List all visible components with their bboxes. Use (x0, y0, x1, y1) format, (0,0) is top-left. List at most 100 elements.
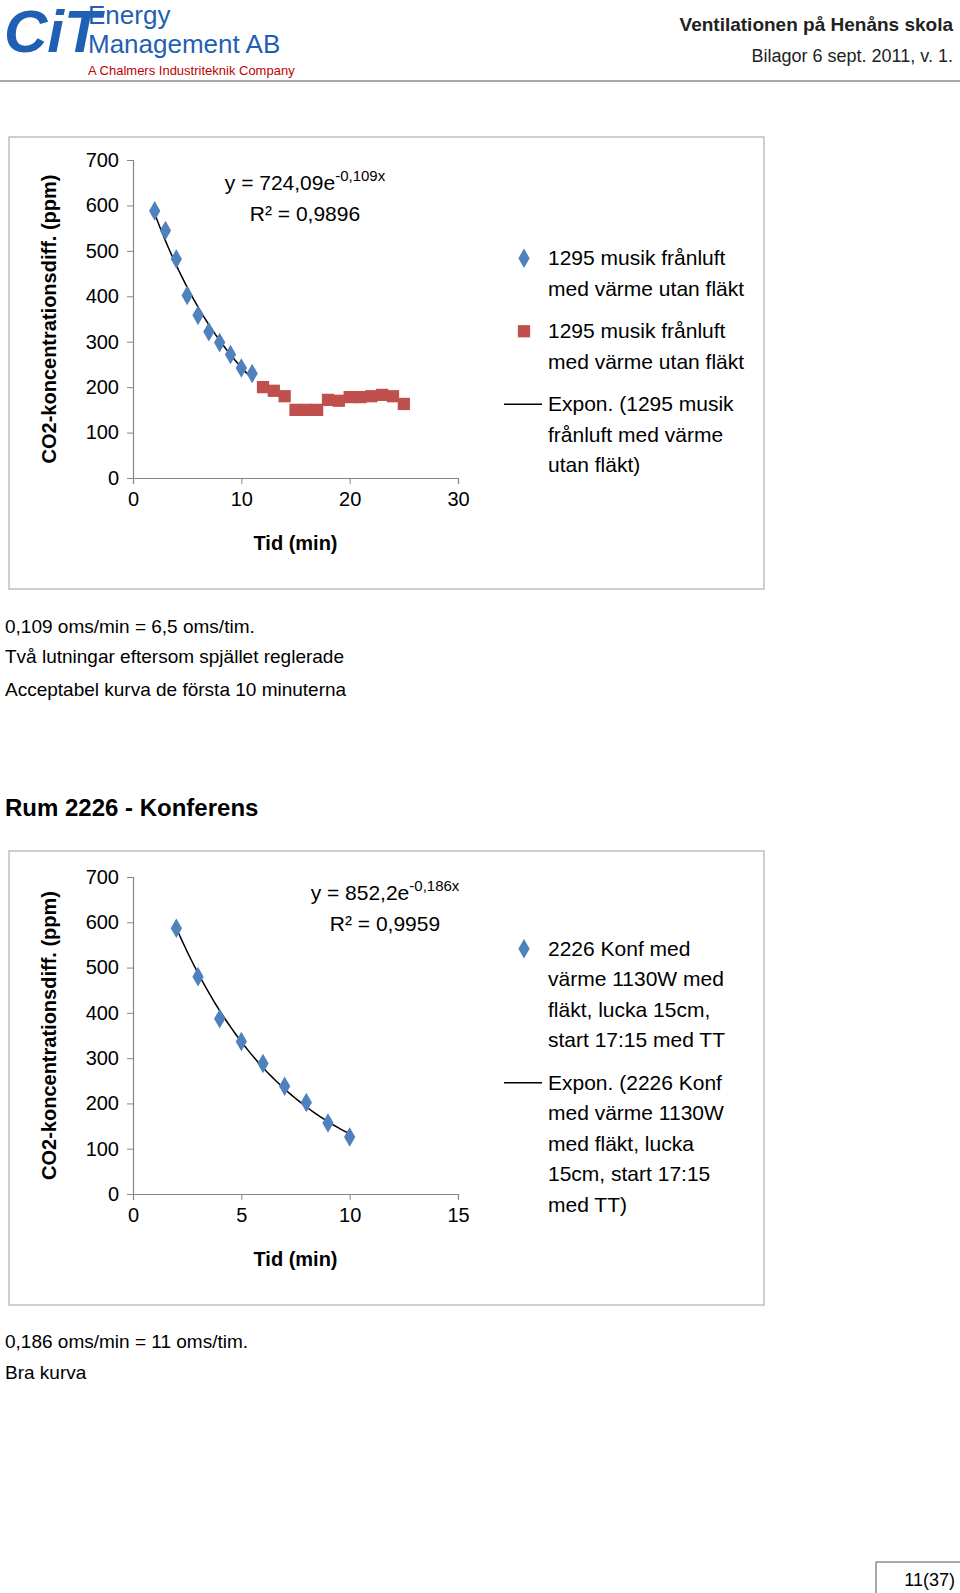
tick-label: 300 (86, 331, 119, 353)
trendline-r2: R² = 0,9959 (330, 912, 440, 935)
tick-label: 5 (236, 1204, 247, 1226)
tick: 700 (86, 866, 133, 888)
equation-exponent: -0,186x (409, 877, 460, 894)
tick-mark (127, 1013, 133, 1014)
tick-mark (127, 877, 133, 878)
chart: 01002003004005006007000102030Tid (min)CO… (9, 137, 764, 589)
tick: 0 (108, 1183, 133, 1205)
tick-label: 400 (86, 1002, 119, 1024)
data-point (279, 390, 291, 402)
legend-marker (518, 248, 529, 268)
x-axis-title: Tid (min) (253, 532, 337, 554)
tagline: A Chalmers Industriteknik Company (88, 63, 295, 78)
legend-entry: Expon. (1295 musikfrånluft med värmeutan… (548, 392, 734, 476)
doc-title: Ventilationen på Henåns skola (680, 14, 954, 35)
caption: Acceptabel kurva de första 10 minuterna (5, 679, 347, 700)
data-point (257, 1054, 268, 1074)
tick: 200 (86, 376, 133, 398)
tick: 400 (86, 285, 133, 307)
tick: 400 (86, 1002, 133, 1024)
tick-mark (127, 1194, 133, 1195)
tick-label: 30 (447, 488, 469, 510)
axis-line (134, 479, 459, 485)
tick-mark (127, 1103, 133, 1104)
data-point (322, 1113, 333, 1133)
y-axis: 0100200300400500600700 (86, 866, 134, 1205)
data-point (192, 306, 203, 326)
tick: 10 (339, 1194, 361, 1226)
tick-label: 200 (86, 376, 119, 398)
tick: 0 (128, 478, 139, 510)
data-point (387, 390, 399, 402)
equation-base: y = 724,09e (225, 171, 335, 194)
doc-subtitle: Bilagor 6 sept. 2011, v. 1. (752, 46, 953, 66)
legend-entry: 2226 Konf medvärme 1130W medfläkt, lucka… (548, 937, 725, 1052)
data-point (301, 1093, 312, 1113)
plot-marks (149, 201, 410, 416)
tick-label: 15 (447, 1204, 469, 1226)
tick-mark (350, 478, 351, 484)
chart-frame (9, 137, 764, 589)
data-point (236, 358, 247, 378)
tick-mark (133, 478, 134, 484)
tick-label: 500 (86, 240, 119, 262)
chart-frame (9, 851, 764, 1305)
tick-label: 10 (339, 1204, 361, 1226)
data-point (171, 249, 182, 269)
x-axis: 051015 (128, 1194, 470, 1226)
tick-label: 100 (86, 1138, 119, 1160)
tick-label: 600 (86, 911, 119, 933)
tick-mark (127, 342, 133, 343)
tick-label: 700 (86, 149, 119, 171)
trendline-equation: y = 852,2e-0,186x (311, 877, 460, 904)
data-point (365, 390, 377, 402)
tick-mark (127, 296, 133, 297)
company-name: Management AB (88, 29, 280, 59)
company-name: Energy (88, 0, 170, 30)
tick-label: 400 (86, 285, 119, 307)
tick: 15 (447, 1194, 469, 1226)
x-axis-title: Tid (min) (253, 1248, 337, 1270)
chart: 0100200300400500600700051015Tid (min)CO2… (9, 851, 764, 1305)
data-point (344, 391, 356, 403)
y-axis: 0100200300400500600700 (86, 149, 134, 489)
data-point (322, 394, 334, 406)
tick-label: 0 (128, 488, 139, 510)
tick-label: 700 (86, 866, 119, 888)
legend-marker (518, 325, 530, 337)
legend: 2226 Konf medvärme 1130W medfläkt, lucka… (504, 937, 725, 1216)
tick-mark (350, 1194, 351, 1200)
data-point (257, 381, 269, 393)
trendline-r2: R² = 0,9896 (250, 202, 360, 225)
x-axis: 0102030 (128, 478, 470, 510)
tick-label: 500 (86, 956, 119, 978)
tick-mark (458, 478, 459, 484)
tick-label: 600 (86, 194, 119, 216)
page: CiTEnergyManagement ABA Chalmers Industr… (0, 0, 960, 1593)
equation-exponent: -0,109x (335, 167, 386, 184)
data-point (354, 391, 366, 403)
y-axis-title: CO2-koncentrationsdiff. (ppm) (38, 175, 60, 464)
data-point (236, 1032, 247, 1052)
body-text: 0,109 oms/min = 6,5 oms/tim.Två lutninga… (5, 616, 347, 1383)
header: CiTEnergyManagement ABA Chalmers Industr… (0, 0, 960, 81)
tick: 500 (86, 240, 133, 262)
data-point (214, 1009, 225, 1029)
data-point (149, 201, 160, 221)
tick-mark (241, 1194, 242, 1200)
caption: Bra kurva (5, 1362, 87, 1383)
legend-line (504, 404, 542, 406)
tick: 500 (86, 956, 133, 978)
tick-mark (458, 1194, 459, 1200)
tick-mark (127, 251, 133, 252)
axis-line (127, 878, 134, 1195)
axis-line (134, 1195, 459, 1201)
data-point (300, 404, 312, 416)
tick-mark (127, 387, 133, 388)
data-point (247, 364, 258, 384)
tick: 20 (339, 478, 361, 510)
tick: 600 (86, 194, 133, 216)
tick-mark (127, 433, 133, 434)
data-point (192, 967, 203, 987)
tick: 100 (86, 421, 133, 443)
